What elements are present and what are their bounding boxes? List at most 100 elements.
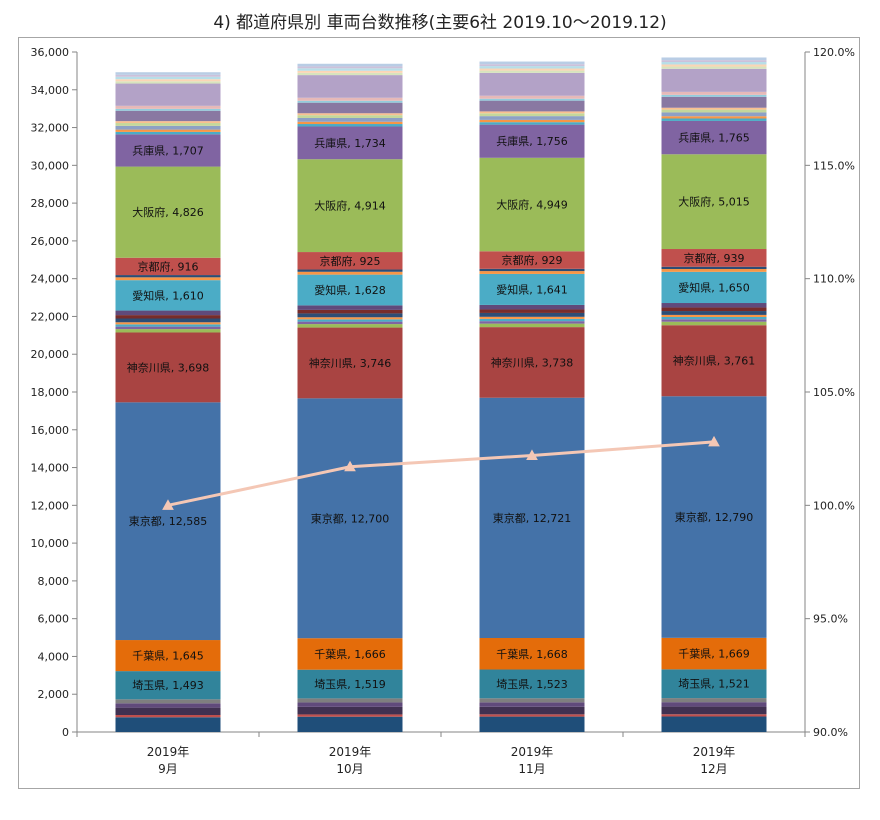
- bar-segment: [297, 68, 403, 71]
- bar-segment: [479, 638, 585, 670]
- bar-segment: [115, 332, 221, 403]
- bar-segment: [297, 269, 403, 272]
- bar-segment: [479, 327, 585, 398]
- bar-segment: [115, 402, 221, 641]
- y-tick-label: 30,000: [31, 159, 70, 172]
- bar-segment: [115, 74, 221, 77]
- bar-segment: [661, 249, 767, 267]
- bar-segment: [479, 714, 585, 717]
- bar-segment: [115, 257, 221, 276]
- data-label: 神奈川県, 3,698: [127, 360, 209, 374]
- bar-segment: [661, 107, 767, 110]
- bar-segment: [115, 707, 221, 715]
- ratio-point: [162, 499, 174, 510]
- bar-segment: [661, 269, 767, 272]
- bar-segment: [115, 83, 221, 106]
- y2-tick-label: 120.0%: [813, 46, 855, 59]
- data-label: 京都府, 916: [138, 259, 199, 273]
- y2-tick-label: 90.0%: [813, 726, 848, 739]
- bar-segment: [661, 96, 767, 108]
- y2-tick-label: 110.0%: [813, 273, 855, 286]
- data-label: 京都府, 939: [684, 251, 745, 265]
- bar-segment: [479, 698, 585, 703]
- bar-segment: [479, 309, 585, 313]
- bar-segment: [115, 703, 221, 708]
- bar-segment: [297, 706, 403, 715]
- data-label: 東京都, 12,585: [129, 514, 207, 528]
- bar-segment: [479, 122, 585, 125]
- data-label: 千葉県, 1,669: [678, 647, 749, 661]
- data-label: 兵庫県, 1,765: [678, 131, 749, 145]
- data-label: 埼玉県, 1,493: [132, 678, 203, 692]
- bar-segment: [297, 321, 403, 325]
- data-label: 東京都, 12,721: [493, 511, 571, 525]
- data-label: 愛知県, 1,628: [314, 283, 385, 297]
- bar-segment: [115, 329, 221, 333]
- bar-segment: [661, 60, 767, 63]
- ratio-point: [708, 435, 720, 447]
- data-label: 兵庫県, 1,756: [496, 134, 567, 148]
- bar-segment: [115, 322, 221, 325]
- data-label: 兵庫県, 1,707: [132, 143, 203, 157]
- data-label: 神奈川県, 3,738: [491, 355, 573, 369]
- bar-segment: [661, 154, 767, 250]
- bar-segment: [115, 715, 221, 718]
- bar-segment: [661, 66, 767, 69]
- bar-segment: [479, 66, 585, 69]
- y2-tick-label: 100.0%: [813, 499, 855, 512]
- bar-segment: [115, 315, 221, 319]
- bar-segment: [479, 98, 585, 101]
- bar-segment: [115, 108, 221, 111]
- data-label: 大阪府, 4,914: [314, 199, 385, 213]
- bar-segment: [297, 327, 403, 399]
- bar-segment: [661, 698, 767, 703]
- bar-segment: [115, 275, 221, 278]
- bar-segment: [661, 57, 767, 61]
- bar-segment: [115, 123, 221, 126]
- data-label: 千葉県, 1,668: [496, 647, 567, 661]
- bar-segment: [661, 266, 767, 270]
- bar-segment: [297, 638, 403, 670]
- bar-segment: [661, 706, 767, 715]
- bar-segment: [115, 640, 221, 672]
- bar-segment: [479, 702, 585, 707]
- bar-segment: [661, 702, 767, 707]
- bar-segment: [115, 318, 221, 323]
- data-label: 埼玉県, 1,519: [314, 677, 385, 691]
- bar-segment: [297, 72, 403, 76]
- bar-segment: [115, 121, 221, 124]
- bar-segment: [661, 116, 767, 119]
- bar-segment: [661, 311, 767, 315]
- bar-segment: [479, 68, 585, 71]
- data-label: 千葉県, 1,666: [314, 647, 385, 661]
- y-tick-label: 8,000: [38, 575, 70, 588]
- bar-segment: [297, 70, 403, 73]
- bar-segment: [297, 100, 403, 103]
- bar-segment: [297, 115, 403, 118]
- y-tick-label: 34,000: [31, 84, 70, 97]
- bar-segment: [297, 716, 403, 732]
- data-label: 埼玉県, 1,523: [496, 677, 567, 691]
- bar-segment: [661, 321, 767, 326]
- bar-segment: [479, 64, 585, 67]
- bar-segment: [479, 268, 585, 272]
- bar-segment: [297, 714, 403, 717]
- x-tick-label: 10月: [336, 762, 363, 776]
- y-tick-label: 22,000: [31, 310, 70, 323]
- y-tick-label: 4,000: [38, 650, 70, 663]
- bar-segment: [115, 280, 221, 311]
- data-label: 愛知県, 1,641: [496, 282, 567, 296]
- bar-segment: [479, 251, 585, 269]
- bar-segment: [479, 113, 585, 117]
- bar-segment: [297, 271, 403, 275]
- bar-segment: [297, 319, 403, 322]
- bar-segment: [297, 126, 403, 160]
- x-tick-label: 9月: [158, 762, 178, 776]
- bar-segment: [115, 310, 221, 316]
- chart-frame: [18, 37, 860, 789]
- bar-segment: [115, 76, 221, 80]
- bar-segment: [115, 110, 221, 122]
- bar-segment: [297, 63, 403, 67]
- bar-segment: [661, 307, 767, 312]
